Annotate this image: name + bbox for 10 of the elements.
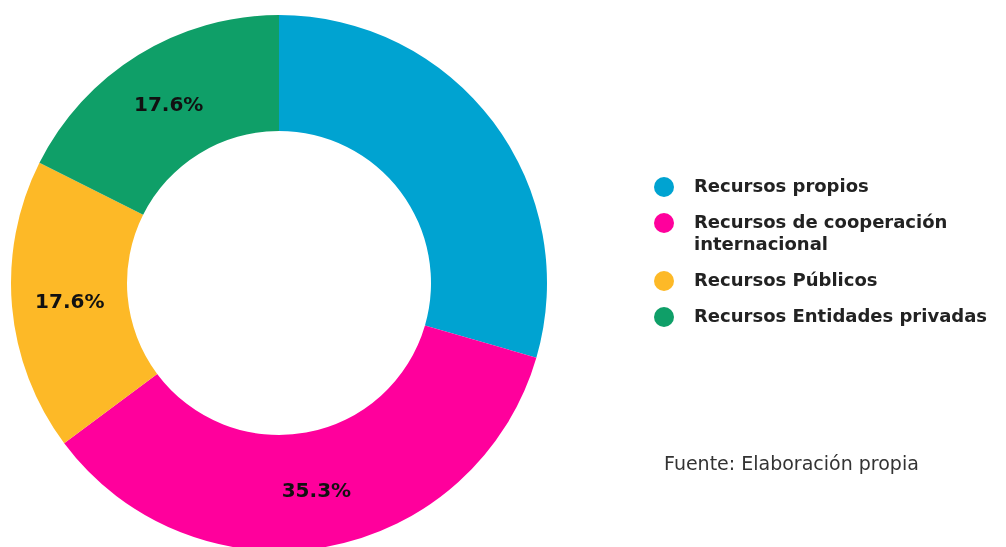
legend-label: Recursos Públicos (694, 269, 879, 291)
data-label: 17.6% (35, 289, 105, 314)
legend-label: Recursos propios (694, 175, 870, 197)
data-label: 17.6% (134, 92, 204, 117)
legend-label: Recursos Entidades privadas (694, 305, 989, 327)
legend-label: Recursos de cooperación internacional (694, 211, 949, 255)
data-label: 35.3% (281, 477, 352, 502)
source-note: Fuente: Elaboración propia (664, 452, 919, 474)
donut-slice (39, 15, 279, 215)
donut-slice (279, 15, 547, 358)
